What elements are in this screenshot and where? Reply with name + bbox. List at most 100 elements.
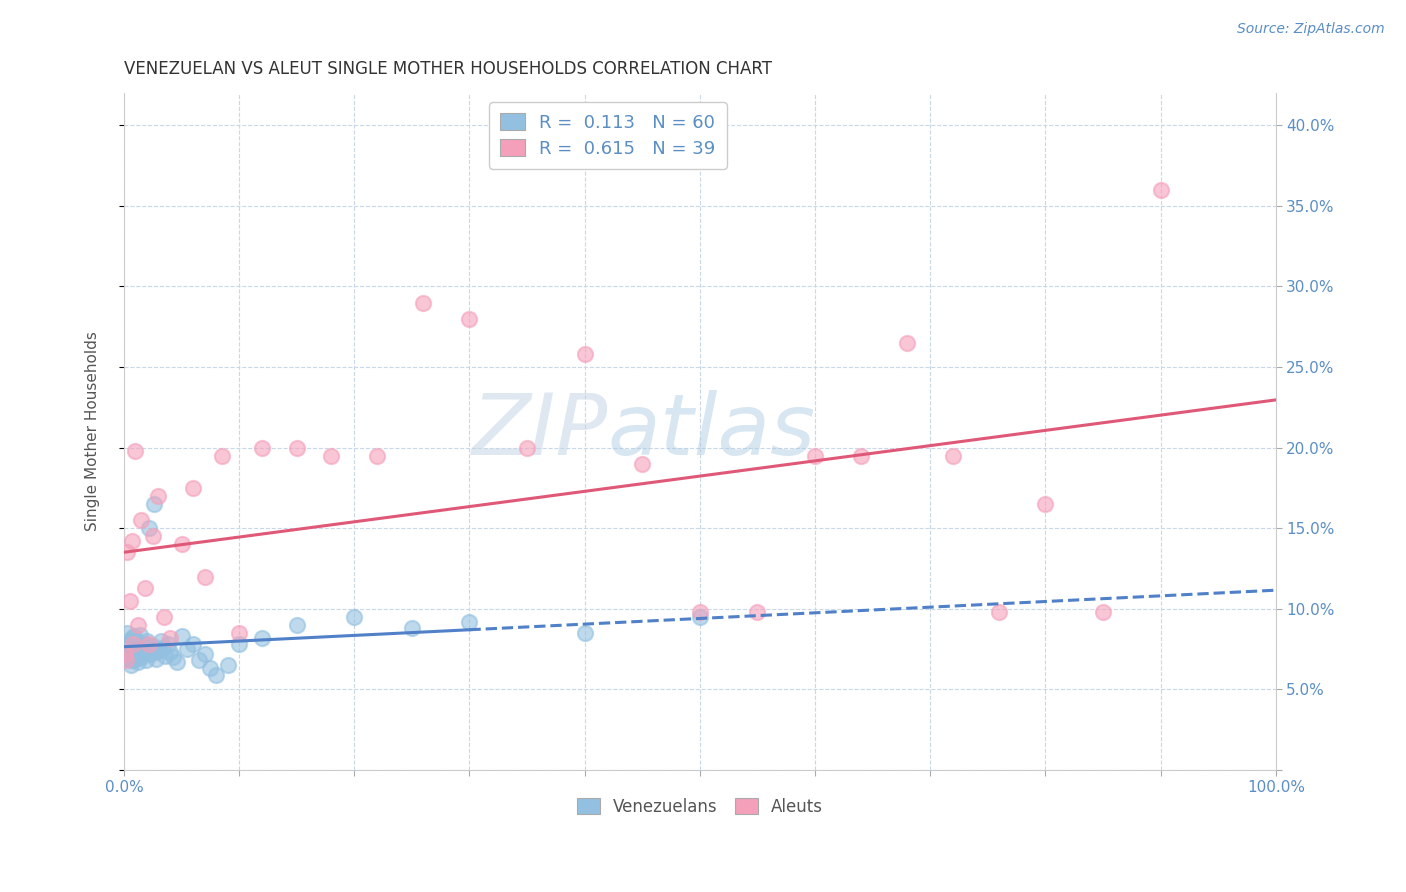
Point [228, 626, 250, 640]
Point [321, 449, 343, 463]
Point [121, 631, 143, 645]
Text: Source: ZipAtlas.com: Source: ZipAtlas.com [1237, 22, 1385, 37]
Point [122, 653, 145, 667]
Point [114, 642, 136, 657]
Point [689, 605, 711, 619]
Point [135, 653, 157, 667]
Point [129, 627, 152, 641]
Point [631, 457, 654, 471]
Point [152, 640, 174, 655]
Point [211, 449, 233, 463]
Point [401, 621, 423, 635]
Point [125, 634, 148, 648]
Point [285, 618, 308, 632]
Point [193, 647, 215, 661]
Point [200, 661, 222, 675]
Point [149, 634, 172, 648]
Point [176, 642, 198, 657]
Point [574, 626, 596, 640]
Text: ZIP: ZIP [471, 390, 607, 473]
Point [458, 615, 481, 629]
Point [128, 635, 150, 649]
Point [136, 634, 159, 648]
Point [574, 347, 596, 361]
Point [139, 647, 162, 661]
Point [142, 639, 165, 653]
Point [122, 640, 145, 655]
Point [145, 652, 167, 666]
Point [127, 618, 149, 632]
Point [134, 581, 156, 595]
Point [131, 640, 153, 655]
Point [117, 545, 139, 559]
Point [187, 653, 209, 667]
Y-axis label: Single Mother Households: Single Mother Households [86, 332, 100, 532]
Point [1149, 183, 1171, 197]
Point [129, 513, 152, 527]
Point [153, 610, 176, 624]
Point [1035, 497, 1057, 511]
Point [516, 441, 538, 455]
Point [115, 650, 138, 665]
Legend: Venezuelans, Aleuts: Venezuelans, Aleuts [569, 791, 830, 822]
Point [250, 631, 273, 645]
Point [849, 449, 872, 463]
Point [366, 449, 388, 463]
Point [942, 449, 965, 463]
Point [205, 668, 228, 682]
Point [127, 642, 149, 657]
Point [121, 645, 143, 659]
Point [148, 489, 170, 503]
Text: atlas: atlas [607, 390, 815, 473]
Point [124, 629, 146, 643]
Point [156, 637, 179, 651]
Point [181, 481, 204, 495]
Point [138, 637, 160, 651]
Point [159, 645, 181, 659]
Point [118, 634, 141, 648]
Point [117, 626, 139, 640]
Point [128, 647, 150, 661]
Point [148, 644, 170, 658]
Point [120, 637, 142, 651]
Point [124, 443, 146, 458]
Point [118, 653, 141, 667]
Point [121, 534, 143, 549]
Point [138, 521, 160, 535]
Point [125, 644, 148, 658]
Point [155, 648, 177, 663]
Point [127, 655, 149, 669]
Point [181, 637, 204, 651]
Point [134, 637, 156, 651]
Point [132, 645, 155, 659]
Point [343, 610, 366, 624]
Point [122, 637, 145, 651]
Point [120, 658, 142, 673]
Point [1092, 605, 1115, 619]
Point [193, 569, 215, 583]
Point [228, 637, 250, 651]
Point [142, 529, 165, 543]
Point [285, 441, 308, 455]
Point [896, 335, 918, 350]
Point [159, 631, 181, 645]
Point [143, 645, 166, 659]
Point [689, 610, 711, 624]
Point [136, 642, 159, 657]
Point [114, 647, 136, 661]
Point [804, 449, 827, 463]
Point [142, 497, 165, 511]
Text: VENEZUELAN VS ALEUT SINGLE MOTHER HOUSEHOLDS CORRELATION CHART: VENEZUELAN VS ALEUT SINGLE MOTHER HOUSEH… [124, 60, 772, 78]
Point [170, 537, 193, 551]
Point [117, 647, 139, 661]
Point [412, 295, 434, 310]
Point [129, 650, 152, 665]
Point [988, 605, 1011, 619]
Point [124, 648, 146, 663]
Point [250, 441, 273, 455]
Point [118, 593, 141, 607]
Point [124, 639, 146, 653]
Point [458, 311, 481, 326]
Point [170, 629, 193, 643]
Point [166, 655, 188, 669]
